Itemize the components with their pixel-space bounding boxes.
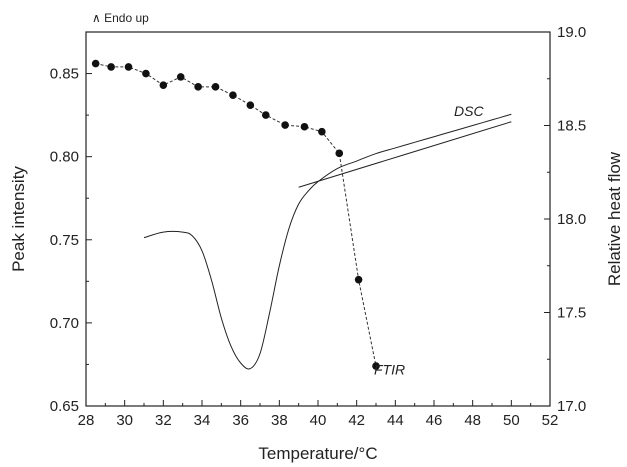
ftir-point — [372, 362, 380, 370]
x-tick-label: 42 — [348, 412, 365, 429]
ftir-point — [281, 121, 289, 129]
x-axis-title: Temperature/°C — [258, 444, 377, 463]
y-left-axis-title: Peak intensity — [9, 166, 28, 272]
x-tick-label: 34 — [194, 412, 211, 429]
ftir-point — [246, 101, 255, 109]
ftir-point — [318, 127, 326, 136]
ftir-point — [142, 69, 150, 78]
y-left-tick-label: 0.85 — [50, 66, 79, 83]
ftir-point — [335, 149, 344, 158]
axis-ticks — [85, 31, 551, 407]
ftir-point — [354, 275, 363, 284]
x-tick-label: 50 — [503, 412, 520, 429]
x-tick-label: 48 — [464, 412, 481, 429]
x-tick-label: 40 — [310, 412, 327, 429]
y-left-tick-label: 0.65 — [50, 398, 79, 415]
ftir-point — [91, 59, 100, 68]
ftir-annotation: FTIR — [374, 361, 405, 377]
x-tick-label: 36 — [232, 412, 249, 429]
y-right-tick-label: 19.0 — [557, 24, 586, 41]
x-tick-label: 38 — [271, 412, 288, 429]
tick-labels: 28 30 32 34 36 38 40 42 44 46 48 50 52 0.65 0.70 0.75 0.… — [50, 24, 586, 429]
ftir-point — [107, 63, 115, 71]
x-tick-label: 44 — [387, 412, 404, 429]
x-tick-label: 52 — [542, 412, 559, 429]
ftir-point — [211, 83, 220, 91]
x-tick-label: 28 — [78, 412, 95, 429]
ftir-point — [194, 83, 202, 91]
plot-frame — [85, 31, 551, 407]
x-tick-label: 46 — [426, 412, 443, 429]
ftir-point — [300, 122, 309, 131]
ftir-point — [124, 63, 133, 71]
endo-up-label: ∧ Endo up — [92, 11, 149, 25]
dsc-annotation: DSC — [454, 103, 484, 119]
x-tick-label: 32 — [155, 412, 172, 429]
y-right-tick-label: 18.5 — [557, 118, 586, 135]
ftir-line — [95, 63, 377, 367]
ftir-point — [159, 81, 168, 89]
ftir-point — [229, 91, 237, 99]
y-left-tick-label: 0.70 — [50, 315, 79, 332]
y-right-tick-label: 18.0 — [557, 211, 586, 228]
y-left-tick-label: 0.80 — [50, 149, 79, 166]
data-series — [91, 59, 512, 370]
y-left-tick-label: 0.75 — [50, 232, 79, 249]
dsc-baseline-line — [298, 121, 512, 188]
y-right-axis-title: Relative heat flow — [605, 151, 624, 286]
y-right-tick-label: 17.0 — [557, 398, 586, 415]
ftir-point — [176, 73, 185, 81]
x-tick-label: 30 — [116, 412, 133, 429]
y-right-tick-label: 17.5 — [557, 305, 586, 322]
dsc-line — [143, 113, 512, 370]
ftir-point — [262, 111, 270, 119]
